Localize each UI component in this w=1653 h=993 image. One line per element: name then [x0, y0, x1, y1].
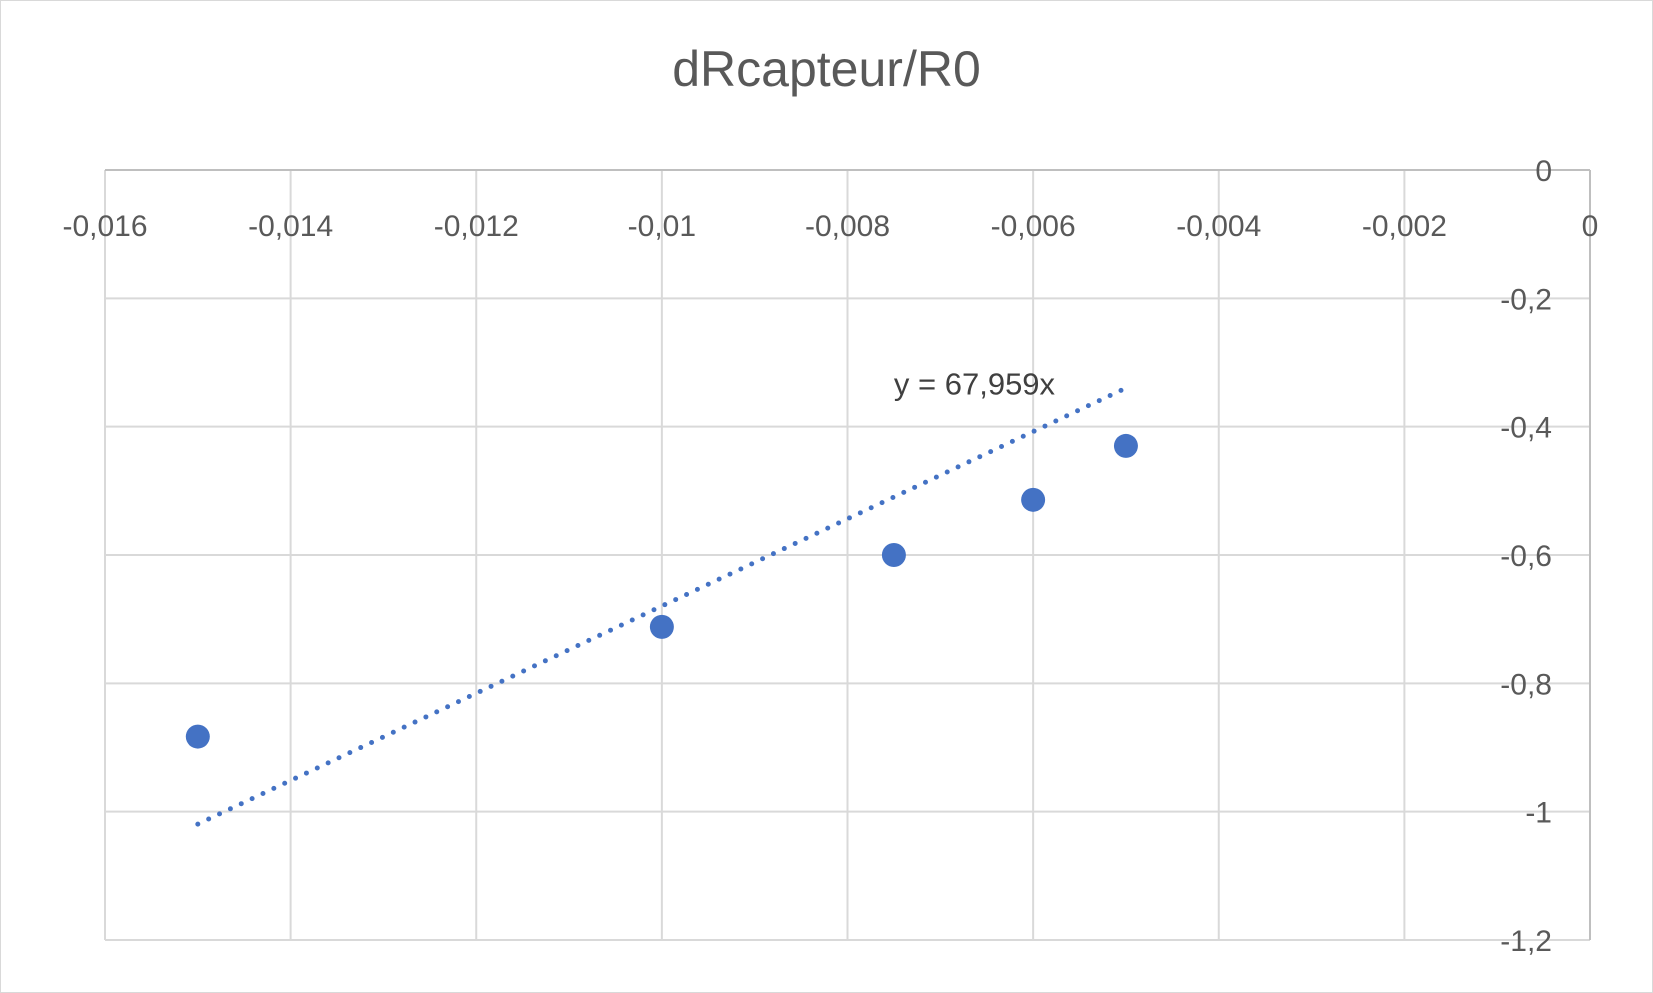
y-tick-labels: 0 -0,2 -0,4 -0,6 -0,8 -1 -1,2	[1500, 155, 1552, 958]
y-tick-label: -1,2	[1500, 925, 1552, 958]
y-tick-label: -0,4	[1500, 412, 1552, 445]
data-points	[185, 433, 1138, 749]
y-tick-label: -1	[1525, 797, 1552, 830]
axes	[105, 169, 1591, 940]
y-tick-label: -0,6	[1500, 540, 1552, 573]
x-tick-label: 0	[1582, 210, 1599, 243]
x-tick-label: -0,01	[628, 210, 696, 243]
data-point	[185, 724, 210, 749]
y-tick-label: 0	[1535, 155, 1552, 188]
x-tick-label: -0,014	[248, 210, 333, 243]
data-point	[1021, 487, 1046, 512]
x-tick-label: -0,004	[1176, 210, 1261, 243]
data-point	[881, 543, 906, 567]
trendline-equation: y = 67,959x	[894, 367, 1056, 402]
chart-title: dRcapteur/R0	[672, 41, 981, 97]
data-point	[649, 614, 674, 639]
x-tick-label: -0,002	[1362, 210, 1447, 243]
y-tick-label: -0,8	[1500, 668, 1552, 701]
gridlines	[104, 170, 1590, 941]
y-tick-label: -0,2	[1500, 283, 1552, 316]
x-tick-label: -0,008	[805, 210, 890, 243]
data-point	[1113, 433, 1138, 458]
x-tick-label: -0,016	[62, 210, 147, 243]
x-tick-label: -0,006	[991, 210, 1076, 243]
x-tick-labels: -0,016 -0,014 -0,012 -0,01 -0,008 -0,006 -0,00…	[62, 210, 1598, 243]
x-tick-label: -0,012	[434, 210, 519, 243]
